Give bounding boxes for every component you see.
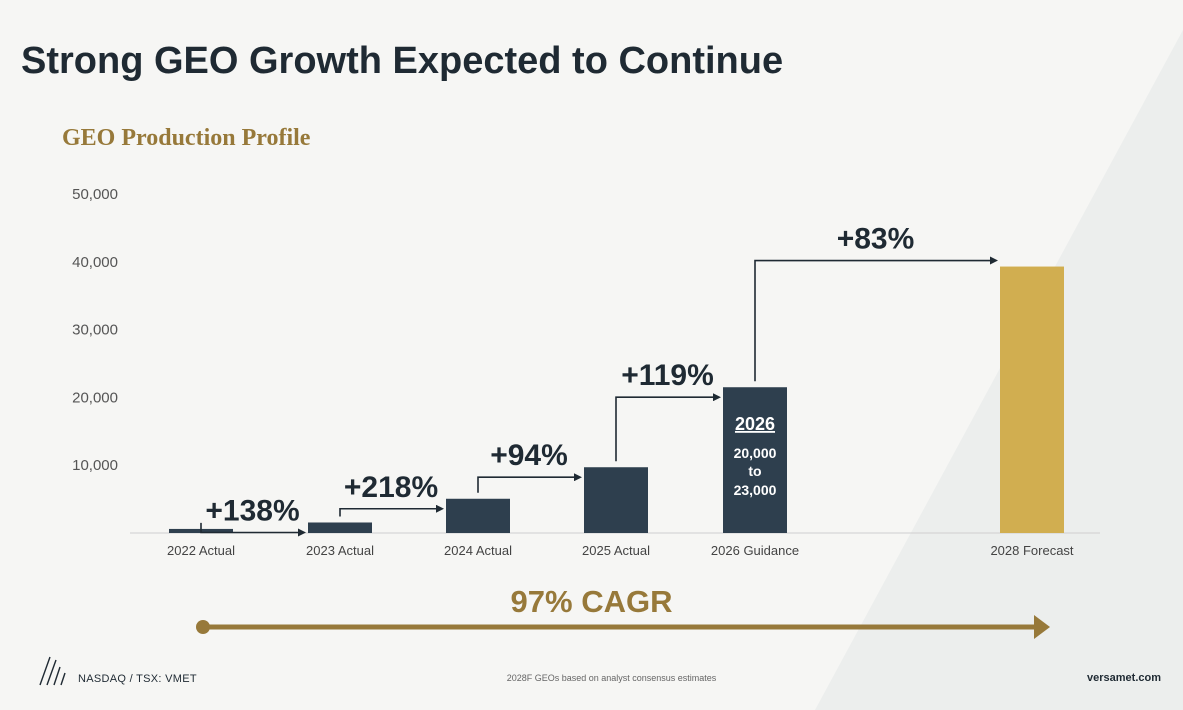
bar: [1000, 266, 1064, 533]
y-tick-label: 20,000: [72, 389, 118, 406]
footer-ticker: NASDAQ / TSX: VMET: [78, 673, 197, 685]
guidance-range-high: 23,000: [734, 482, 777, 498]
growth-arrow: [615, 393, 721, 462]
growth-arrow: [477, 473, 582, 493]
growth-arrow: [200, 522, 306, 537]
growth-label: +119%: [621, 359, 714, 392]
growth-arrow: [754, 256, 998, 382]
growth-label: +94%: [490, 439, 568, 472]
guidance-year: 2026: [735, 414, 775, 434]
growth-label: +138%: [205, 494, 299, 527]
growth-label: +218%: [344, 471, 438, 504]
guidance-range-low: 20,000: [734, 445, 777, 461]
growth-label: +83%: [837, 223, 915, 256]
x-tick-label: 2022 Actual: [167, 543, 235, 558]
bar: [723, 387, 787, 533]
growth-arrow: [339, 504, 444, 517]
x-tick-label: 2023 Actual: [306, 543, 374, 558]
y-tick-label: 40,000: [72, 254, 118, 271]
cagr-label: 97% CAGR: [510, 584, 673, 619]
page-title: Strong GEO Growth Expected to Continue: [21, 40, 784, 82]
x-tick-label: 2024 Actual: [444, 543, 512, 558]
footer-note: 2028F GEOs based on analyst consensus es…: [506, 673, 717, 683]
y-tick-label: 50,000: [72, 186, 118, 203]
bar: [584, 467, 648, 533]
footer-website[interactable]: versamet.com: [1087, 672, 1161, 684]
x-tick-label: 2026 Guidance: [711, 543, 799, 558]
cagr-arrow-head-icon: [1034, 615, 1050, 639]
y-tick-label: 10,000: [72, 457, 118, 474]
versamet-logo-icon: [39, 656, 66, 686]
x-tick-label: 2028 Forecast: [990, 543, 1073, 558]
bar: [308, 522, 372, 533]
chart-title: GEO Production Profile: [62, 125, 311, 151]
x-tick-label: 2025 Actual: [582, 543, 650, 558]
guidance-to: to: [748, 463, 761, 479]
y-tick-label: 30,000: [72, 322, 118, 339]
bar: [446, 498, 510, 533]
